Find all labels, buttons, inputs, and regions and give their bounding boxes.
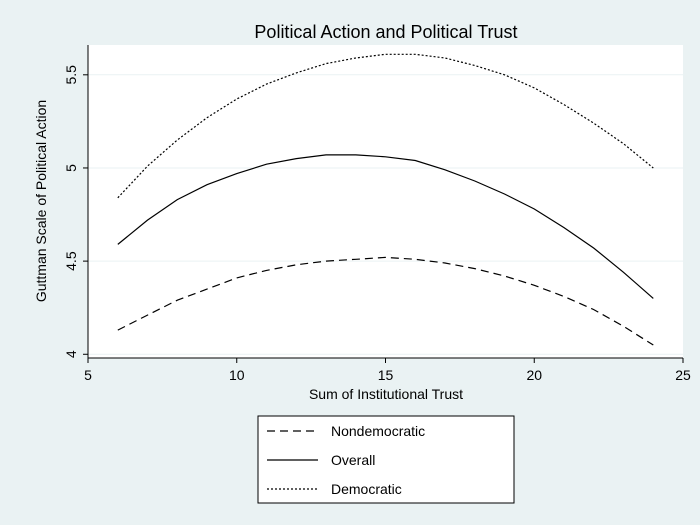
y-tick-label: 5: [63, 164, 79, 172]
legend-label-democratic: Democratic: [331, 481, 402, 497]
y-tick-label: 5.5: [63, 65, 79, 85]
x-tick-label: 10: [229, 367, 245, 383]
x-axis-label: Sum of Institutional Trust: [309, 386, 463, 402]
y-tick-label: 4: [63, 350, 79, 358]
x-tick-label: 5: [84, 367, 92, 383]
x-tick-label: 15: [378, 367, 394, 383]
legend: Nondemocratic Overall Democratic: [258, 416, 514, 503]
y-axis-label: Guttman Scale of Political Action: [33, 100, 49, 302]
x-tick-label: 20: [526, 367, 542, 383]
legend-label-overall: Overall: [331, 452, 375, 468]
chart-title: Political Action and Political Trust: [254, 22, 517, 42]
plot-area: [88, 45, 683, 358]
x-tick-label: 25: [675, 367, 691, 383]
y-tick-label: 4.5: [63, 251, 79, 271]
legend-label-nondemocratic: Nondemocratic: [331, 423, 425, 439]
